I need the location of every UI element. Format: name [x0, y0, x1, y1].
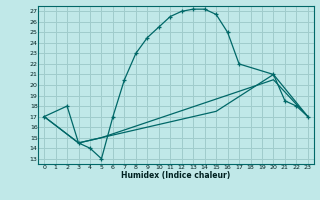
X-axis label: Humidex (Indice chaleur): Humidex (Indice chaleur)	[121, 171, 231, 180]
